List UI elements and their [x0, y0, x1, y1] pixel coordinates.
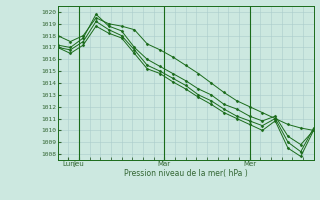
- X-axis label: Pression niveau de la mer( hPa ): Pression niveau de la mer( hPa ): [124, 169, 247, 178]
